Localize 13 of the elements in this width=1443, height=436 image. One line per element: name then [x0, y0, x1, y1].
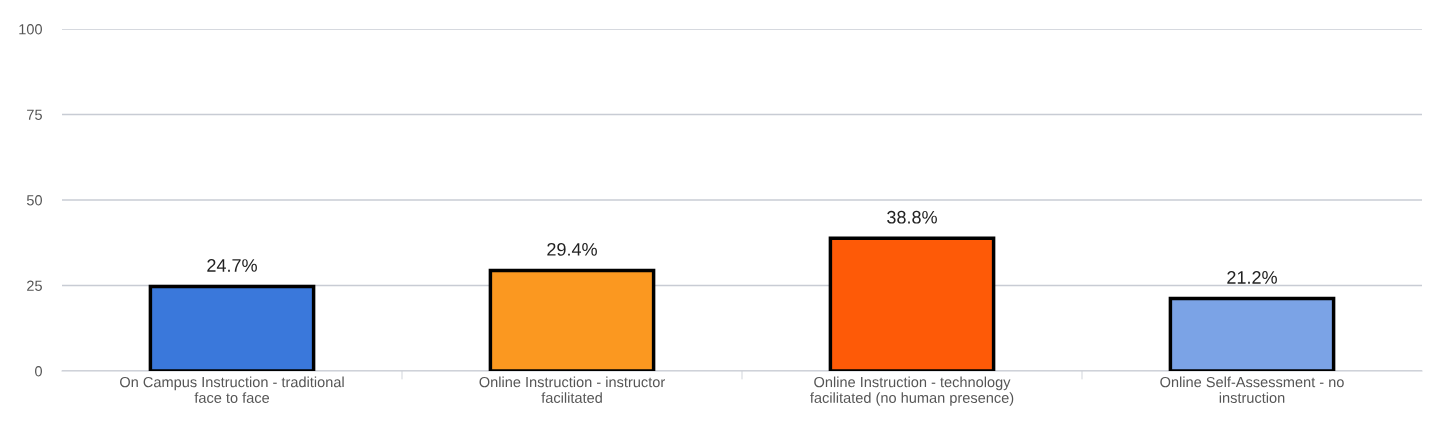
data-label: 24.7% [207, 259, 257, 272]
data-label: 21.2% [1227, 271, 1277, 284]
x-tick-label: On Campus Instruction - traditional face to face [120, 376, 344, 403]
y-tick-label: 75 [27, 109, 42, 120]
y-tick-label: 0 [35, 366, 42, 377]
y-tick-label: 25 [27, 280, 42, 291]
x-tick-label: Online Self-Assessment - no instruction [1160, 376, 1344, 403]
y-tick-label: 100 [19, 24, 42, 35]
x-tick-label: Online Instruction - technology facilitated (no human presence) [810, 376, 1014, 406]
data-label: 29.4% [547, 242, 597, 256]
data-label: 38.8% [887, 210, 937, 224]
y-tick-label: 50 [26, 195, 42, 206]
x-tick-label: Online Instruction - instructor facilitated [479, 376, 665, 403]
